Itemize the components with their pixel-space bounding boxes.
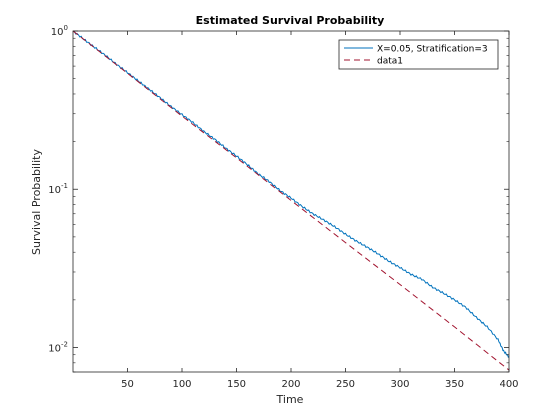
y-tick-label: 10-1 xyxy=(48,182,68,196)
y-tick-label: 10-2 xyxy=(48,340,68,354)
y-tick-label: 100 xyxy=(51,24,68,38)
series-line-2 xyxy=(72,30,510,371)
x-tick-label: 400 xyxy=(499,379,518,390)
x-tick-label: 100 xyxy=(172,379,191,390)
chart-title: Estimated Survival Probability xyxy=(196,14,385,27)
legend-box xyxy=(338,39,499,70)
x-tick-label: 150 xyxy=(227,379,246,390)
series-line-1 xyxy=(72,30,510,358)
legend-label-1: X=0.05, Stratification=3 xyxy=(377,45,488,55)
y-axis-label: Survival Probability xyxy=(30,149,43,255)
x-axis-label: Time xyxy=(276,393,304,406)
ticks-layer: 50 100 150 200 250 300 350 400 10-2 10-1 100 xyxy=(48,24,518,390)
legend: X=0.05, Stratification=3 data1 xyxy=(338,39,499,70)
series-layer xyxy=(72,30,510,371)
x-tick-label: 50 xyxy=(121,379,134,390)
x-tick-label: 300 xyxy=(390,379,409,390)
legend-label-2: data1 xyxy=(377,57,403,67)
x-tick-label: 350 xyxy=(445,379,464,390)
x-tick-label: 250 xyxy=(336,379,355,390)
x-tick-label: 200 xyxy=(281,379,300,390)
